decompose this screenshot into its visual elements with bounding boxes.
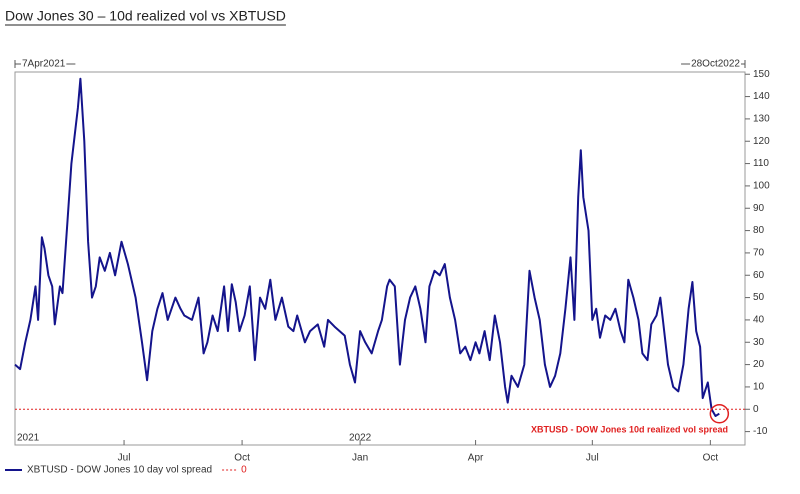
x-tick-label: Oct <box>703 453 719 464</box>
y-tick-label: 50 <box>753 292 765 303</box>
x-tick-label: Jul <box>118 453 131 464</box>
y-tick-label: 70 <box>753 248 765 259</box>
legend-label: 0 <box>241 465 247 476</box>
y-tick-label: 0 <box>753 404 759 415</box>
plot-frame <box>14 71 746 446</box>
chart-title: Dow Jones 30 – 10d realized vol vs XBTUS… <box>5 8 286 24</box>
x-tick-label: Apr <box>468 453 484 464</box>
series-line <box>14 77 720 417</box>
y-tick-label: 130 <box>753 114 770 125</box>
x-tick-label: Jul <box>586 453 599 464</box>
y-tick-label: 110 <box>753 158 769 169</box>
y-tick-label: 30 <box>753 337 765 348</box>
x-tick-label: Oct <box>234 453 250 464</box>
y-tick-label: 40 <box>753 315 765 326</box>
y-tick-label: 20 <box>753 359 765 370</box>
x-tick-label: Jan <box>352 453 368 464</box>
y-tick-label: -10 <box>753 426 768 437</box>
y-tick-label: 10 <box>753 382 765 393</box>
year-label: 2022 <box>349 433 372 444</box>
range-start-label: 7Apr2021 <box>22 59 66 70</box>
y-tick-label: 60 <box>753 270 765 281</box>
y-tick-label: 120 <box>753 136 770 147</box>
annotation: XBTUSD - DOW Jones 10d realized vol spre… <box>531 424 728 434</box>
y-tick-label: 150 <box>753 69 770 80</box>
year-label: 2021 <box>17 433 40 444</box>
annotation-circle <box>709 403 730 424</box>
range-end-label: 28Oct2022 <box>691 59 740 70</box>
y-tick-label: 100 <box>753 181 770 192</box>
legend-label: XBTUSD - DOW Jones 10 day vol spread <box>27 465 212 476</box>
y-tick-label: 140 <box>753 91 770 102</box>
y-tick-label: 90 <box>753 203 765 214</box>
y-tick-label: 80 <box>753 225 765 236</box>
